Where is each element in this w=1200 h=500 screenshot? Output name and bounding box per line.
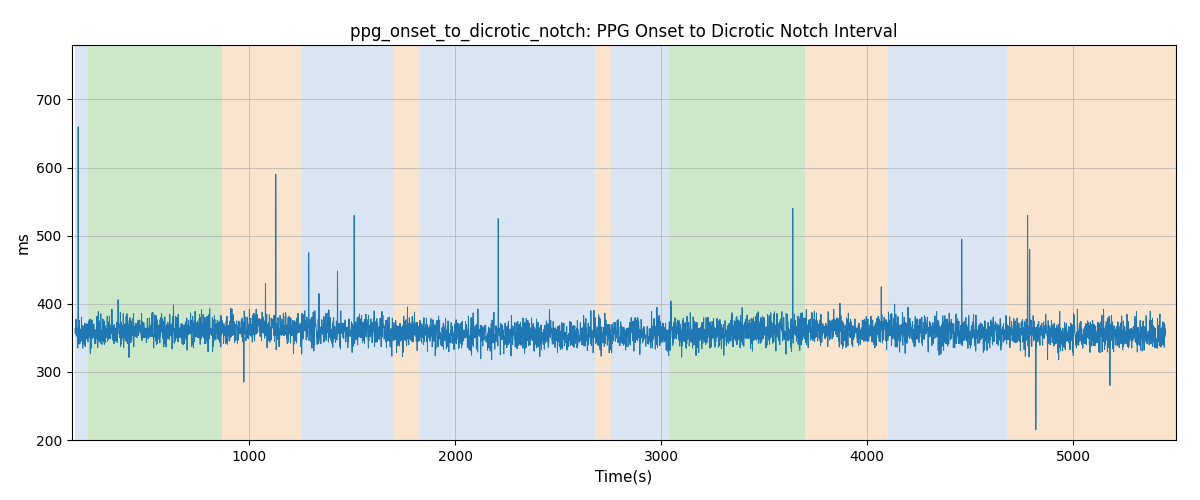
X-axis label: Time(s): Time(s) <box>595 470 653 484</box>
Title: ppg_onset_to_dicrotic_notch: PPG Onset to Dicrotic Notch Interval: ppg_onset_to_dicrotic_notch: PPG Onset t… <box>350 22 898 41</box>
Y-axis label: ms: ms <box>16 231 30 254</box>
Bar <box>888 45 1007 440</box>
Bar <box>595 45 611 440</box>
Bar <box>1007 45 1176 440</box>
Bar <box>653 45 670 440</box>
Bar <box>222 45 301 440</box>
Bar <box>394 45 420 440</box>
Bar <box>89 45 222 440</box>
Bar <box>820 45 888 440</box>
Bar <box>420 45 595 440</box>
Bar <box>611 45 653 440</box>
Bar <box>76 45 89 440</box>
Bar <box>805 45 820 440</box>
Bar <box>670 45 805 440</box>
Bar <box>301 45 394 440</box>
